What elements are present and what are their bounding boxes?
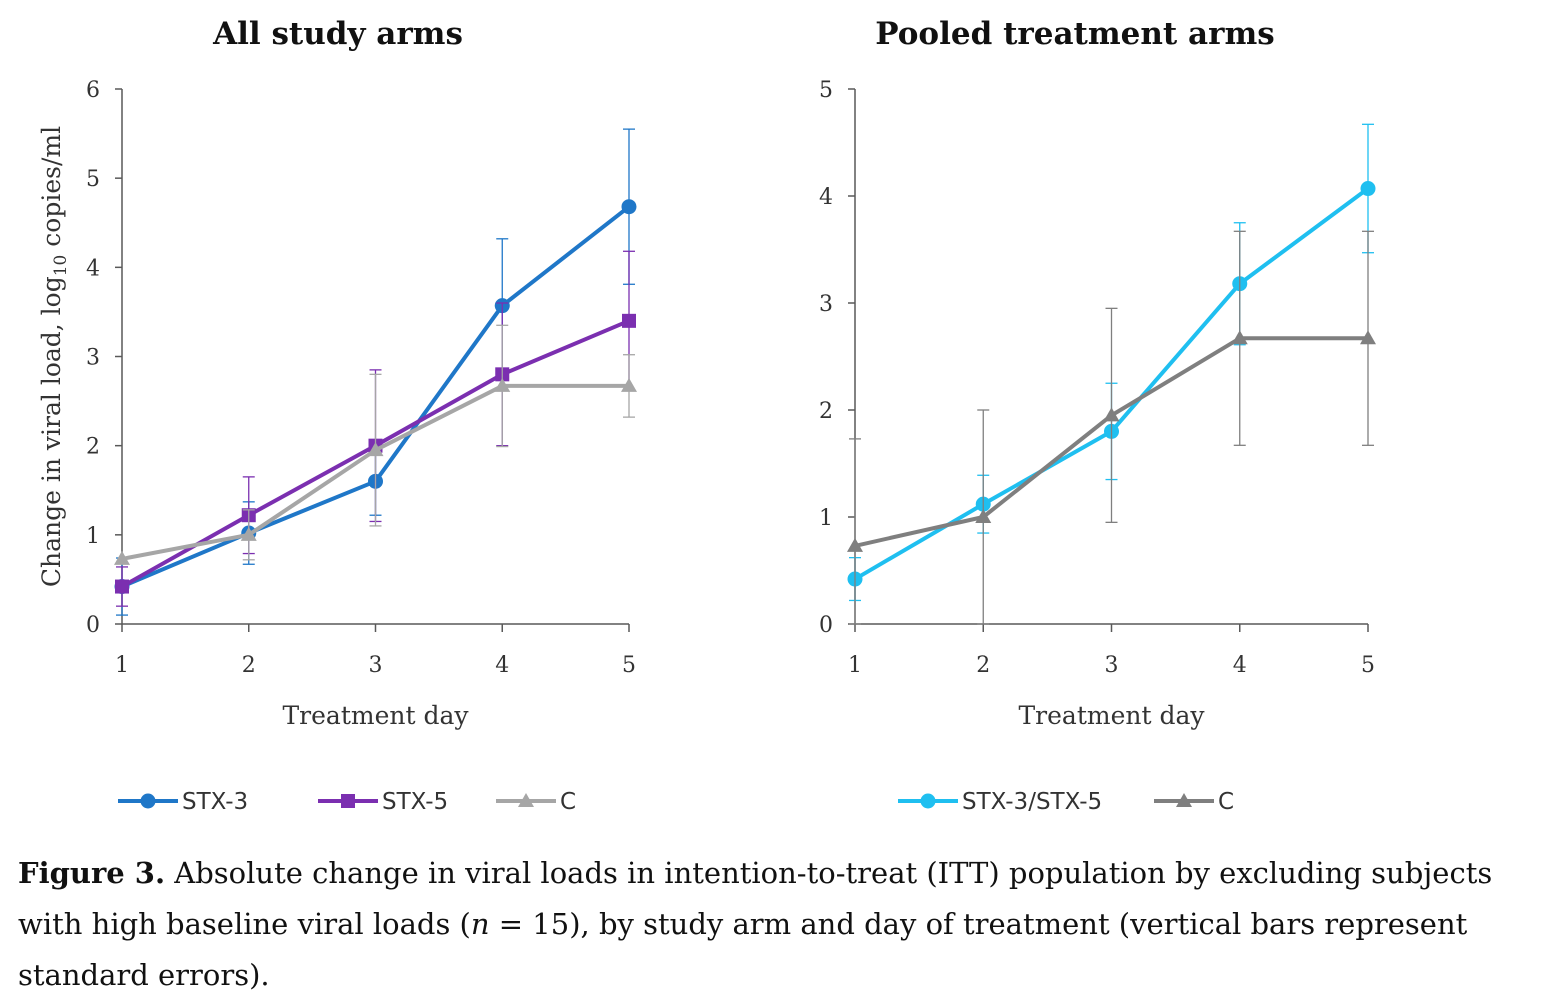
y-tick-label: 0	[819, 613, 833, 638]
y-tick-label: 2	[819, 399, 833, 424]
x-tick-label: 5	[622, 653, 636, 678]
x-tick-label: 1	[115, 653, 129, 678]
data-point	[622, 313, 636, 328]
legend-marker	[518, 793, 534, 807]
series-C	[847, 230, 1376, 625]
legend: STX-3/STX-5 C	[898, 789, 1234, 815]
y-tick-label: 3	[819, 292, 833, 317]
legend-marker	[140, 793, 156, 809]
data-point	[1231, 330, 1248, 345]
x-tick-label: 1	[848, 653, 862, 678]
legend-marker	[920, 793, 936, 809]
y-axis-label: Change in viral load, log10 copies/ml	[37, 126, 71, 587]
y-tick-label: 1	[819, 506, 833, 531]
chart-title: Pooled treatment arms	[875, 16, 1274, 52]
chart-title: All study arms	[212, 16, 463, 52]
data-point	[367, 442, 384, 457]
caption-text-1: Absolute change in viral loads in intent…	[18, 856, 1493, 941]
data-point	[1360, 330, 1376, 345]
data-point	[1103, 407, 1120, 422]
data-point	[240, 526, 257, 541]
y-tick-label: 1	[86, 524, 100, 549]
y-tick-label: 3	[86, 346, 100, 371]
figure-caption: Figure 3. Absolute change in viral loads…	[18, 848, 1558, 1001]
data-point	[114, 550, 130, 565]
y-axis-label-subscript: 10	[51, 255, 71, 277]
x-axis-label: Treatment day	[283, 701, 470, 730]
data-point	[115, 579, 129, 594]
data-point	[1360, 181, 1376, 197]
x-tick-label: 2	[976, 653, 990, 678]
x-tick-label: 4	[1233, 653, 1247, 678]
x-axis-label: Treatment day	[1019, 701, 1206, 730]
legend-label: C	[1218, 789, 1234, 815]
y-tick-label: 4	[86, 256, 100, 281]
legend-label: STX-3	[182, 789, 248, 815]
data-point	[847, 537, 863, 552]
legend-marker	[1176, 793, 1192, 807]
y-axis-label-suffix: copies/ml	[37, 126, 66, 255]
y-tick-label: 5	[86, 167, 100, 192]
y-tick-label: 6	[86, 78, 100, 103]
data-point	[621, 199, 637, 215]
caption-text-2: = 15), by study arm and day of treatment…	[18, 907, 1468, 992]
caption-n-symbol: n	[470, 907, 490, 941]
x-tick-label: 2	[242, 653, 256, 678]
y-tick-label: 2	[86, 435, 100, 460]
x-tick-label: 3	[369, 653, 383, 678]
figure-label: Figure 3.	[18, 856, 166, 890]
y-tick-label: 5	[819, 78, 833, 103]
legend: STX-3 STX-5 C	[118, 789, 576, 815]
x-tick-label: 5	[1361, 653, 1375, 678]
series-C	[114, 324, 637, 565]
data-point	[494, 377, 511, 392]
data-point	[975, 509, 992, 523]
legend-label: C	[560, 789, 576, 815]
x-tick-label: 3	[1105, 653, 1119, 678]
legend-marker	[341, 794, 355, 808]
legend-label: STX-3/STX-5	[962, 789, 1102, 815]
y-axis-label-main: Change in viral load, log	[37, 276, 66, 587]
legend-label: STX-5	[382, 789, 448, 815]
x-tick-label: 4	[495, 653, 509, 678]
data-point	[621, 377, 637, 392]
y-tick-label: 4	[819, 185, 833, 210]
y-tick-label: 0	[86, 613, 100, 638]
